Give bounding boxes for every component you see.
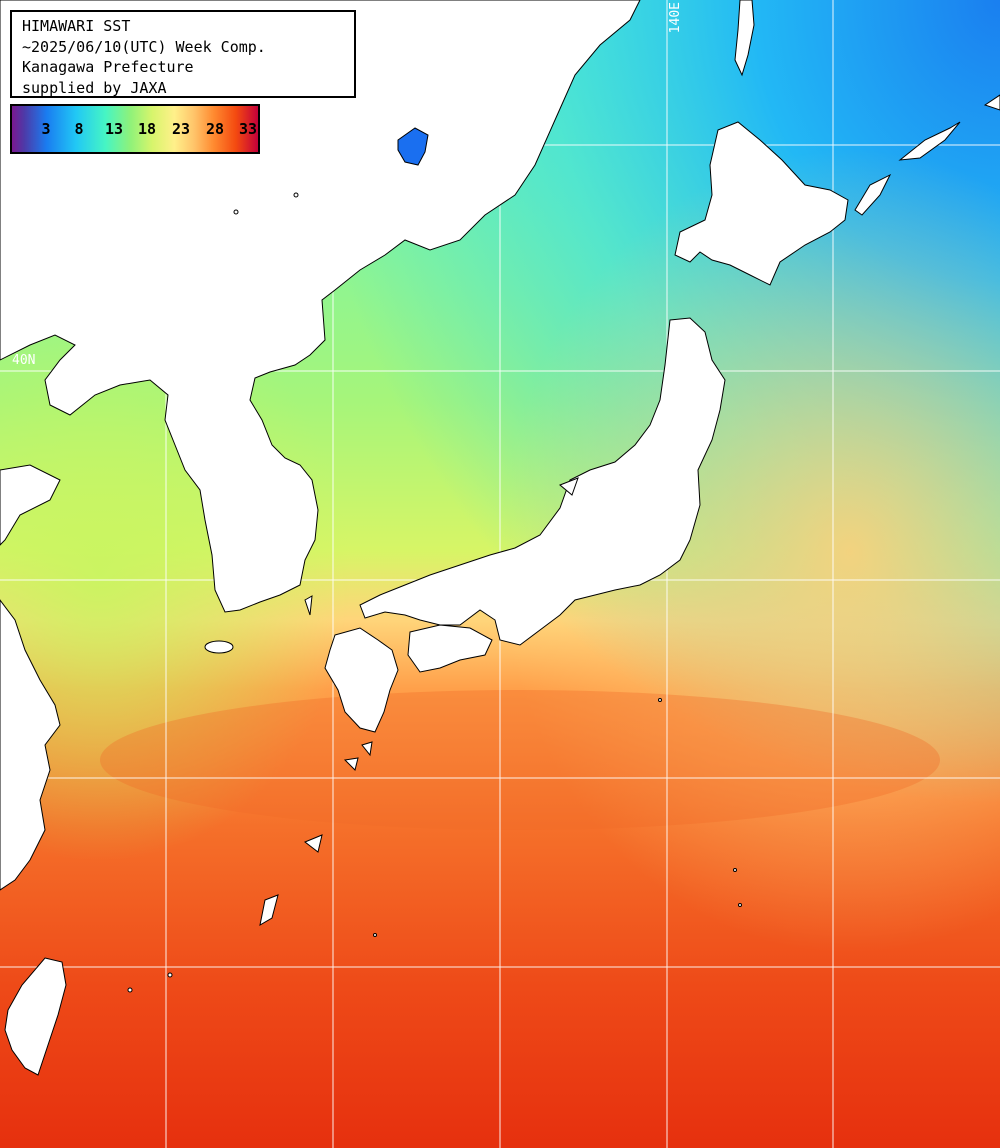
tsushima-island — [304, 595, 313, 616]
colorbar-label: 8 — [74, 120, 84, 138]
shikoku — [407, 624, 493, 673]
title-credit: supplied by JAXA — [22, 78, 167, 97]
longitude-label: 140E — [668, 2, 683, 34]
colorbar-label: 18 — [137, 120, 157, 138]
temperature-colorbar: 3 8 13 18 23 28 33 — [10, 104, 260, 154]
colorbar-label: 3 — [41, 120, 51, 138]
hokkaido — [674, 121, 849, 286]
colorbar-label: 13 — [104, 120, 124, 138]
khanka-lake — [397, 127, 429, 166]
china-east-coast — [0, 599, 61, 891]
kyushu — [324, 627, 399, 733]
colorbar-label: 33 — [238, 120, 258, 138]
ryukyu-islands — [259, 741, 373, 926]
jeju-island — [204, 640, 234, 654]
colorbar-label: 23 — [171, 120, 191, 138]
small-islands — [127, 192, 742, 993]
kuroshio-warm-band — [100, 690, 940, 830]
map-title-box: HIMAWARI SST ~2025/06/10(UTC) Week Comp.… — [10, 10, 356, 98]
title-region: Kanagawa Prefecture — [22, 58, 194, 76]
china-coast — [0, 464, 61, 546]
sado-island — [559, 477, 579, 496]
colorbar-label: 28 — [205, 120, 225, 138]
colorbar-labels: 3 8 13 18 23 28 33 — [12, 120, 258, 140]
kuril-islands — [854, 94, 1000, 216]
sakhalin — [734, 0, 755, 77]
latitude-label: 40N — [12, 353, 36, 368]
title-date: ~2025/06/10(UTC) Week Comp. — [22, 37, 266, 56]
taiwan — [4, 957, 67, 1076]
title-product: HIMAWARI SST — [22, 17, 131, 35]
